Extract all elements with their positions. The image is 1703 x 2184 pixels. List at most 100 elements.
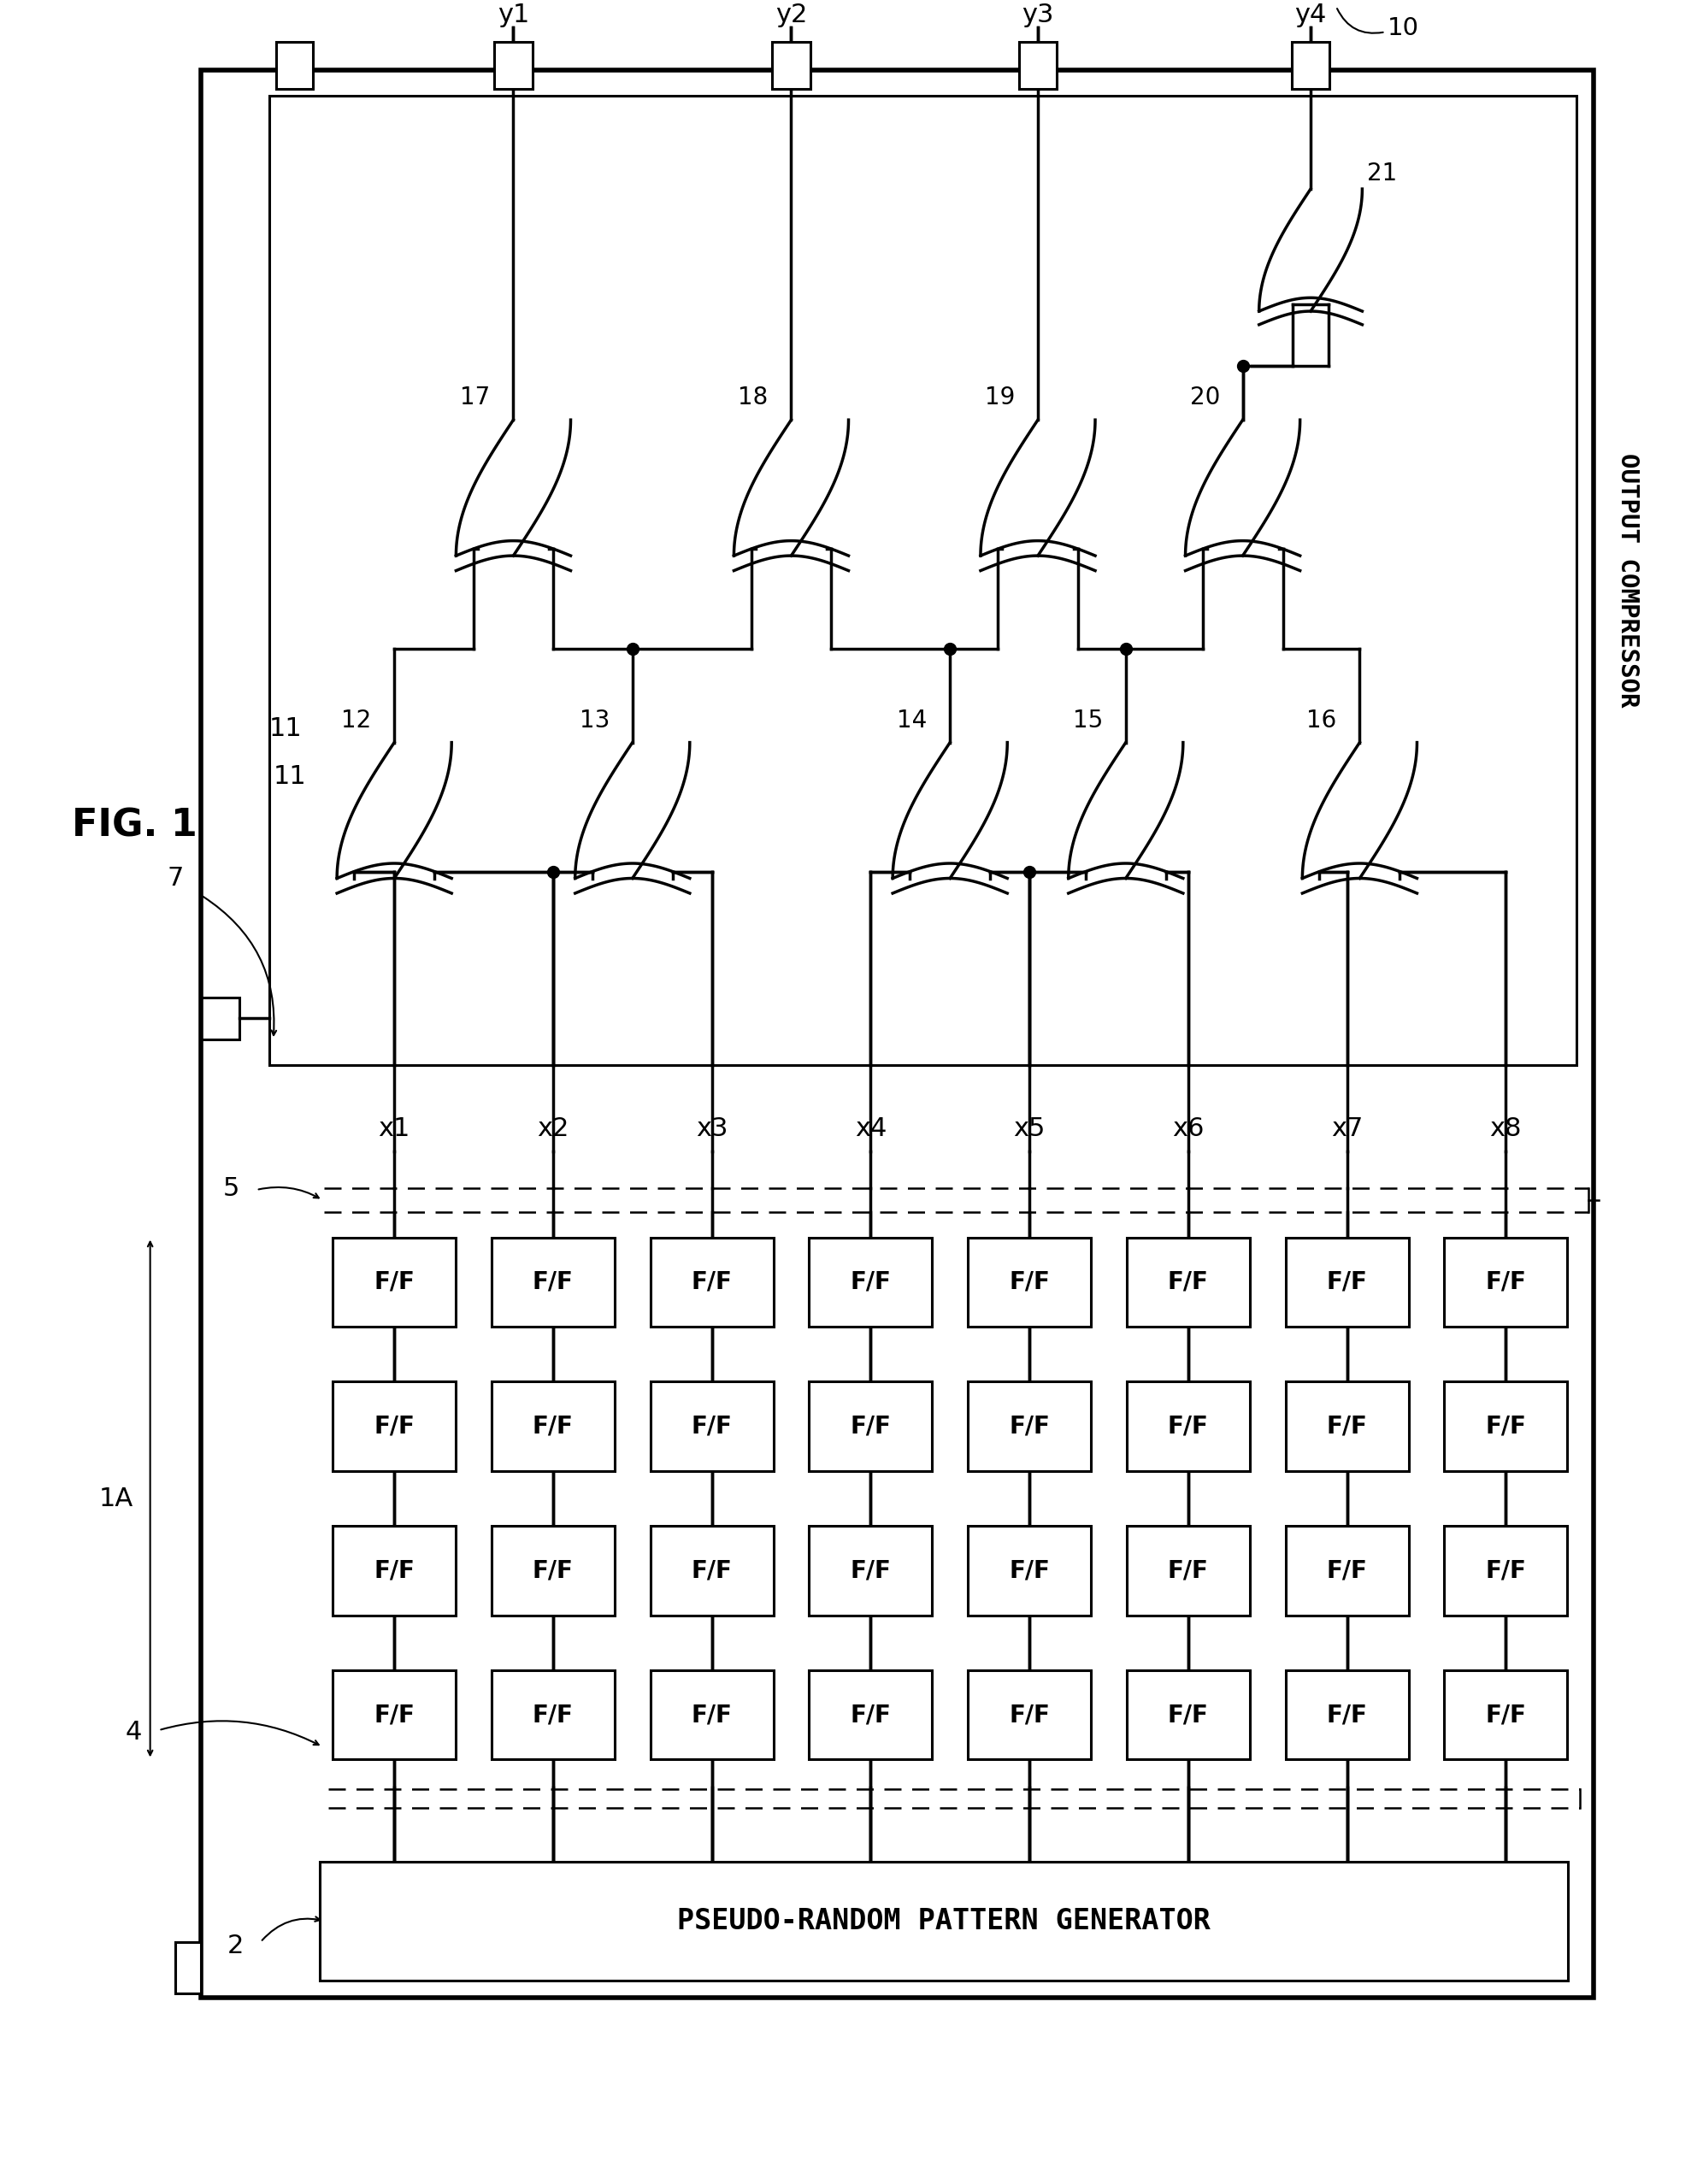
Bar [269,96,1577,1066]
Bar [1444,1527,1567,1616]
Text: F/F: F/F [1485,1704,1526,1728]
Bar [1286,1382,1408,1470]
Text: 2: 2 [226,1933,244,1959]
Bar [492,1671,615,1760]
Bar [1286,1527,1408,1616]
Text: x1: x1 [378,1116,410,1142]
Text: F/F: F/F [691,1415,732,1439]
Bar [332,1238,456,1326]
Text: F/F: F/F [533,1559,574,1583]
Bar [1444,1238,1567,1326]
Bar [175,1942,201,1994]
Text: F/F: F/F [1168,1415,1209,1439]
Bar [809,1382,932,1470]
Text: F/F: F/F [533,1415,574,1439]
Bar [1291,41,1330,90]
Text: 17: 17 [460,387,490,411]
Bar [651,1238,773,1326]
Text: x2: x2 [536,1116,569,1142]
Text: 16: 16 [1306,708,1337,732]
Bar [276,41,313,90]
Text: F/F: F/F [691,1704,732,1728]
Text: F/F: F/F [533,1271,574,1293]
Text: 5: 5 [223,1175,238,1201]
Text: PSEUDO-RANDOM PATTERN GENERATOR: PSEUDO-RANDOM PATTERN GENERATOR [678,1907,1211,1935]
Text: 4: 4 [124,1719,141,1745]
Text: F/F: F/F [691,1271,732,1293]
Bar [771,41,811,90]
Bar [1127,1382,1250,1470]
Text: 18: 18 [737,387,768,411]
Text: F/F: F/F [1327,1559,1368,1583]
Bar [1127,1671,1250,1760]
Text: y1: y1 [497,2,530,28]
Text: 19: 19 [984,387,1015,411]
Text: 15: 15 [1073,708,1104,732]
Text: F/F: F/F [1168,1704,1209,1728]
Text: F/F: F/F [691,1559,732,1583]
Text: x5: x5 [1013,1116,1046,1142]
Bar [492,1527,615,1616]
Text: F/F: F/F [850,1271,891,1293]
Text: x7: x7 [1332,1116,1362,1142]
Text: 10: 10 [1386,17,1419,39]
Text: 20: 20 [1190,387,1219,411]
Text: OUTPUT COMPRESSOR: OUTPUT COMPRESSOR [1616,452,1640,708]
Text: 21: 21 [1368,162,1396,186]
Bar [651,1671,773,1760]
Text: F/F: F/F [850,1559,891,1583]
Text: F/F: F/F [850,1704,891,1728]
Text: 7: 7 [167,865,184,891]
Bar [967,1382,1092,1470]
Text: F/F: F/F [1008,1415,1049,1439]
Text: F/F: F/F [1327,1415,1368,1439]
Bar [492,1382,615,1470]
Bar [332,1527,456,1616]
Bar [201,70,1594,1996]
Bar [809,1671,932,1760]
Text: 11: 11 [274,764,307,788]
Text: F/F: F/F [850,1415,891,1439]
Text: F/F: F/F [373,1271,416,1293]
Text: F/F: F/F [373,1559,416,1583]
Bar [332,1671,456,1760]
Bar [809,1238,932,1326]
Text: y2: y2 [775,2,807,28]
Text: F/F: F/F [1485,1415,1526,1439]
Text: x6: x6 [1172,1116,1204,1142]
Text: F/F: F/F [373,1415,416,1439]
Bar [494,41,533,90]
Bar [1127,1527,1250,1616]
Text: FIG. 1: FIG. 1 [72,808,198,843]
Bar [1018,41,1058,90]
Bar [967,1671,1092,1760]
Text: x3: x3 [697,1116,727,1142]
Text: F/F: F/F [533,1704,574,1728]
Bar [809,1527,932,1616]
Bar [1286,1671,1408,1760]
Bar [1127,1238,1250,1326]
Text: F/F: F/F [1008,1271,1049,1293]
Text: F/F: F/F [1327,1704,1368,1728]
Bar [1444,1382,1567,1470]
Text: F/F: F/F [1168,1271,1209,1293]
Text: y3: y3 [1022,2,1054,28]
Bar [651,1382,773,1470]
Text: F/F: F/F [1485,1559,1526,1583]
Bar [967,1238,1092,1326]
Bar [967,1527,1092,1616]
Text: 1A: 1A [99,1485,133,1511]
Text: x4: x4 [855,1116,887,1142]
Bar [332,1382,456,1470]
Text: F/F: F/F [1008,1704,1049,1728]
Text: F/F: F/F [1327,1271,1368,1293]
Text: F/F: F/F [1485,1271,1526,1293]
Text: F/F: F/F [1168,1559,1209,1583]
Text: 11: 11 [269,716,303,740]
Text: 14: 14 [897,708,926,732]
Bar [1444,1671,1567,1760]
Bar [492,1238,615,1326]
Text: 13: 13 [579,708,610,732]
Bar [1286,1238,1408,1326]
Bar [320,1861,1568,1981]
